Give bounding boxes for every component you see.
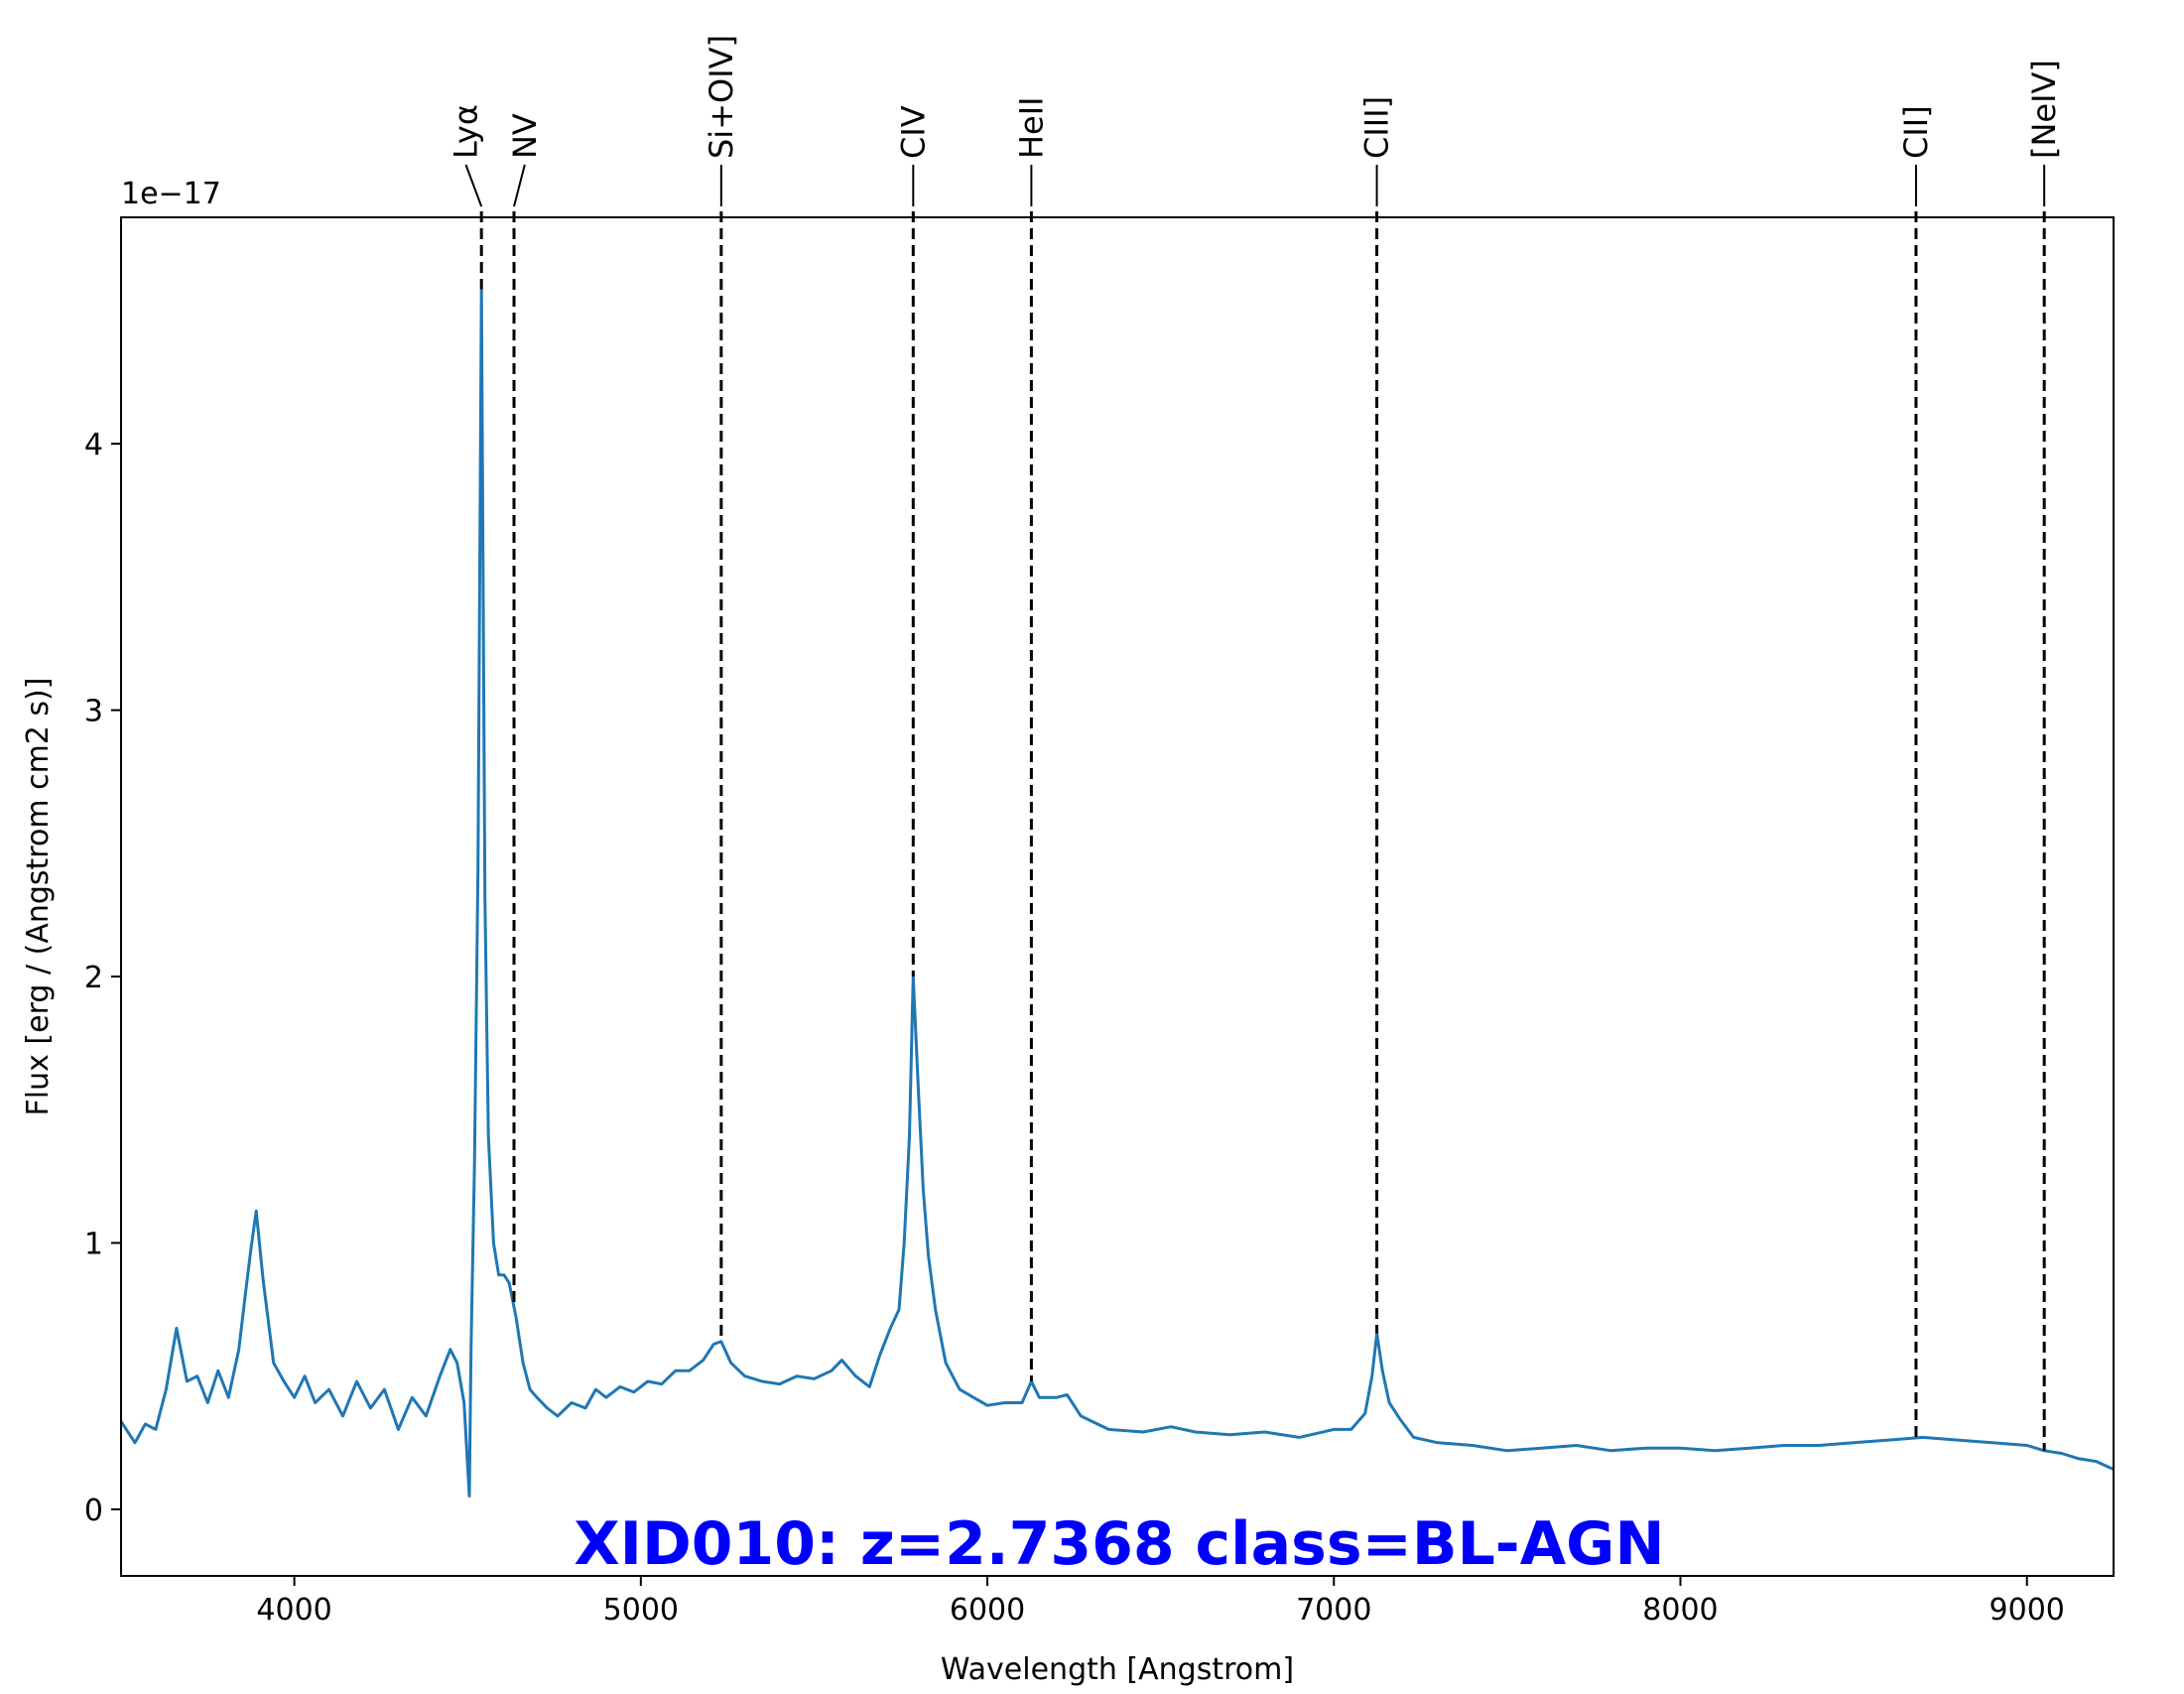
x-tick-label: 5000 [603, 1593, 679, 1628]
emission-line-label: NV [506, 113, 544, 159]
y-axis-title: Flux [erg / (Angstrom cm2 s)] [21, 678, 56, 1116]
x-tick-label: 7000 [1296, 1593, 1371, 1628]
y-tick-label: 2 [84, 961, 103, 995]
emission-line-label: Lyα [447, 104, 484, 159]
spectrum-line [121, 288, 2114, 1498]
emission-line-labels: Lyα NV Si+OIV] CIV HeII CIII] CII] [NeIV] [447, 35, 2063, 1451]
y-axis: 0 1 2 3 4 [84, 428, 121, 1528]
emission-line-label: CIV [894, 105, 932, 159]
y-tick-label: 0 [84, 1494, 103, 1528]
x-tick-label: 4000 [256, 1593, 331, 1628]
object-annotation: XID010: z=2.7368 class=BL-AGN [574, 1509, 1664, 1579]
x-axis-title: Wavelength [Angstrom] [941, 1652, 1294, 1687]
emission-line-label: HeII [1012, 96, 1050, 159]
emission-line-label: Si+OIV] [703, 35, 740, 159]
x-tick-label: 8000 [1642, 1593, 1718, 1628]
emission-line-leader [513, 164, 526, 207]
emission-line-label: CIII] [1358, 96, 1396, 159]
x-tick-label: 9000 [1990, 1593, 2065, 1628]
y-tick-label: 3 [84, 695, 103, 729]
y-offset-text: 1e−17 [121, 177, 221, 211]
emission-line-label: CII] [1897, 105, 1935, 159]
plot-area [121, 288, 2114, 1498]
emission-line-leader [464, 164, 483, 207]
x-axis: 4000 5000 6000 7000 8000 9000 [256, 1576, 2065, 1628]
axes-frame [120, 216, 2115, 1577]
y-tick-label: 1 [84, 1227, 103, 1261]
x-tick-label: 6000 [950, 1593, 1025, 1628]
y-tick-label: 4 [84, 428, 103, 462]
emission-line-label: [NeIV] [2025, 60, 2063, 159]
